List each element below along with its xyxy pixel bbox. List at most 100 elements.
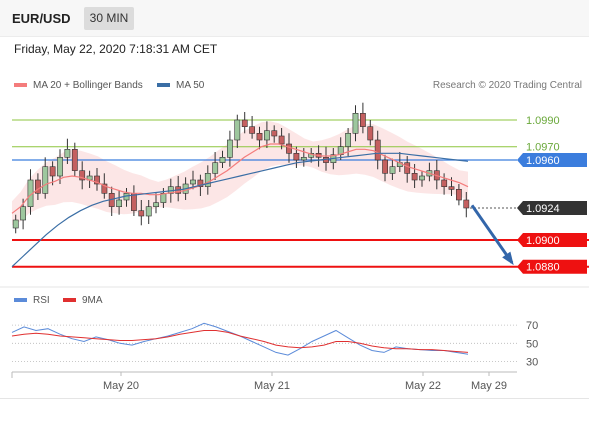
candle [286,133,292,163]
candle [367,120,374,146]
candle-body [12,219,19,229]
candle-body [263,130,270,141]
candle [441,173,448,195]
candle [64,138,71,164]
candle-body [419,175,425,181]
rsi-series-rsi-line [11,322,469,356]
rsi-tick-label-70: 70 [526,320,538,332]
candle-body [116,199,122,207]
candle [234,114,241,148]
legend-rsi-ma: 9MA [63,295,103,306]
candle [411,164,418,188]
candle-body [20,206,26,221]
candle-body [278,135,285,145]
candle [374,130,381,170]
rsi-series-9ma-line [11,330,469,353]
candle-body [241,119,248,127]
candle-body [212,162,219,174]
x-tick-label: May 29 [471,380,507,392]
candle [300,148,307,167]
candle-body [49,166,56,177]
timeframe-button[interactable]: 30 MIN [84,7,134,30]
candle [404,156,411,183]
candle-body [42,166,49,194]
candle [352,105,359,142]
candle [227,130,233,167]
candle [389,158,396,180]
rsi-tick-label-30: 30 [526,357,538,369]
candle [190,170,196,190]
candle-body [57,157,63,177]
candle [34,173,41,200]
ma50-swatch-icon [157,83,170,88]
candle [419,170,425,187]
candle-body [71,149,78,171]
candle-body [286,143,292,154]
candle-body [389,166,396,174]
candle [271,125,278,143]
level-label-current: 1.0924 [526,203,560,215]
top-bar: EUR/USD 30 MIN [0,0,589,37]
candle-body [153,202,159,207]
candle [12,214,19,234]
legend-ma50: MA 50 [157,80,204,91]
legend-rsi-ma-label: 9MA [82,295,103,306]
candle-body [404,162,411,174]
candle-body [359,113,366,127]
candle-body [367,126,374,141]
candle-body [138,210,145,217]
candle [249,116,255,139]
level-label-resistance-2: 1.0990 [526,115,560,127]
candle-body [256,133,263,141]
level-tag-support-2 [517,259,587,274]
x-tick-label: May 22 [405,380,441,392]
legend-rsi: RSI [14,295,50,306]
candle [145,200,152,224]
candle-body [374,139,381,161]
candle [241,112,248,134]
chart-datetime: Friday, May 22, 2020 7:18:31 AM CET [14,42,218,56]
legend-ma50-label: MA 50 [176,80,205,91]
candle-body [79,170,86,181]
candle [42,157,49,199]
ma20-swatch-icon [14,83,27,88]
candle-body [219,157,226,163]
footer-divider [0,398,589,399]
candle [204,165,211,195]
candle [256,126,263,150]
legend-ma20-label: MA 20 + Bollinger Bands [33,80,143,91]
rsi-swatch-icon [14,298,27,303]
candle-body [145,206,152,217]
level-tag-current [517,201,587,215]
candle [293,146,300,168]
candle [79,161,86,190]
candle [263,121,270,148]
candle-body [234,119,241,141]
candle-body [293,153,300,161]
candle [71,142,78,176]
candle-body [204,173,211,187]
candle-body [190,179,196,185]
candle-body [227,139,233,158]
candle [382,154,388,182]
candle-body [352,113,359,134]
candle-body [455,189,462,201]
level-label-resistance-1: 1.0970 [526,142,560,154]
candle [463,192,470,218]
rsi-tick-label-50: 50 [526,338,538,350]
candle [57,149,63,184]
level-label-support-1: 1.0900 [526,235,560,247]
projection-arrow-shaft [470,204,514,264]
candle-body [94,175,100,185]
level-tag-support-1 [517,233,587,247]
candle-body [411,173,418,181]
level-label-pivot: 1.0960 [526,155,560,167]
candle-body [382,159,388,174]
level-label-support-2: 1.0880 [526,262,560,274]
candle [219,150,226,168]
candle [138,200,145,226]
ma20-line [11,143,469,214]
candle [455,184,462,206]
candle-body [34,179,41,194]
